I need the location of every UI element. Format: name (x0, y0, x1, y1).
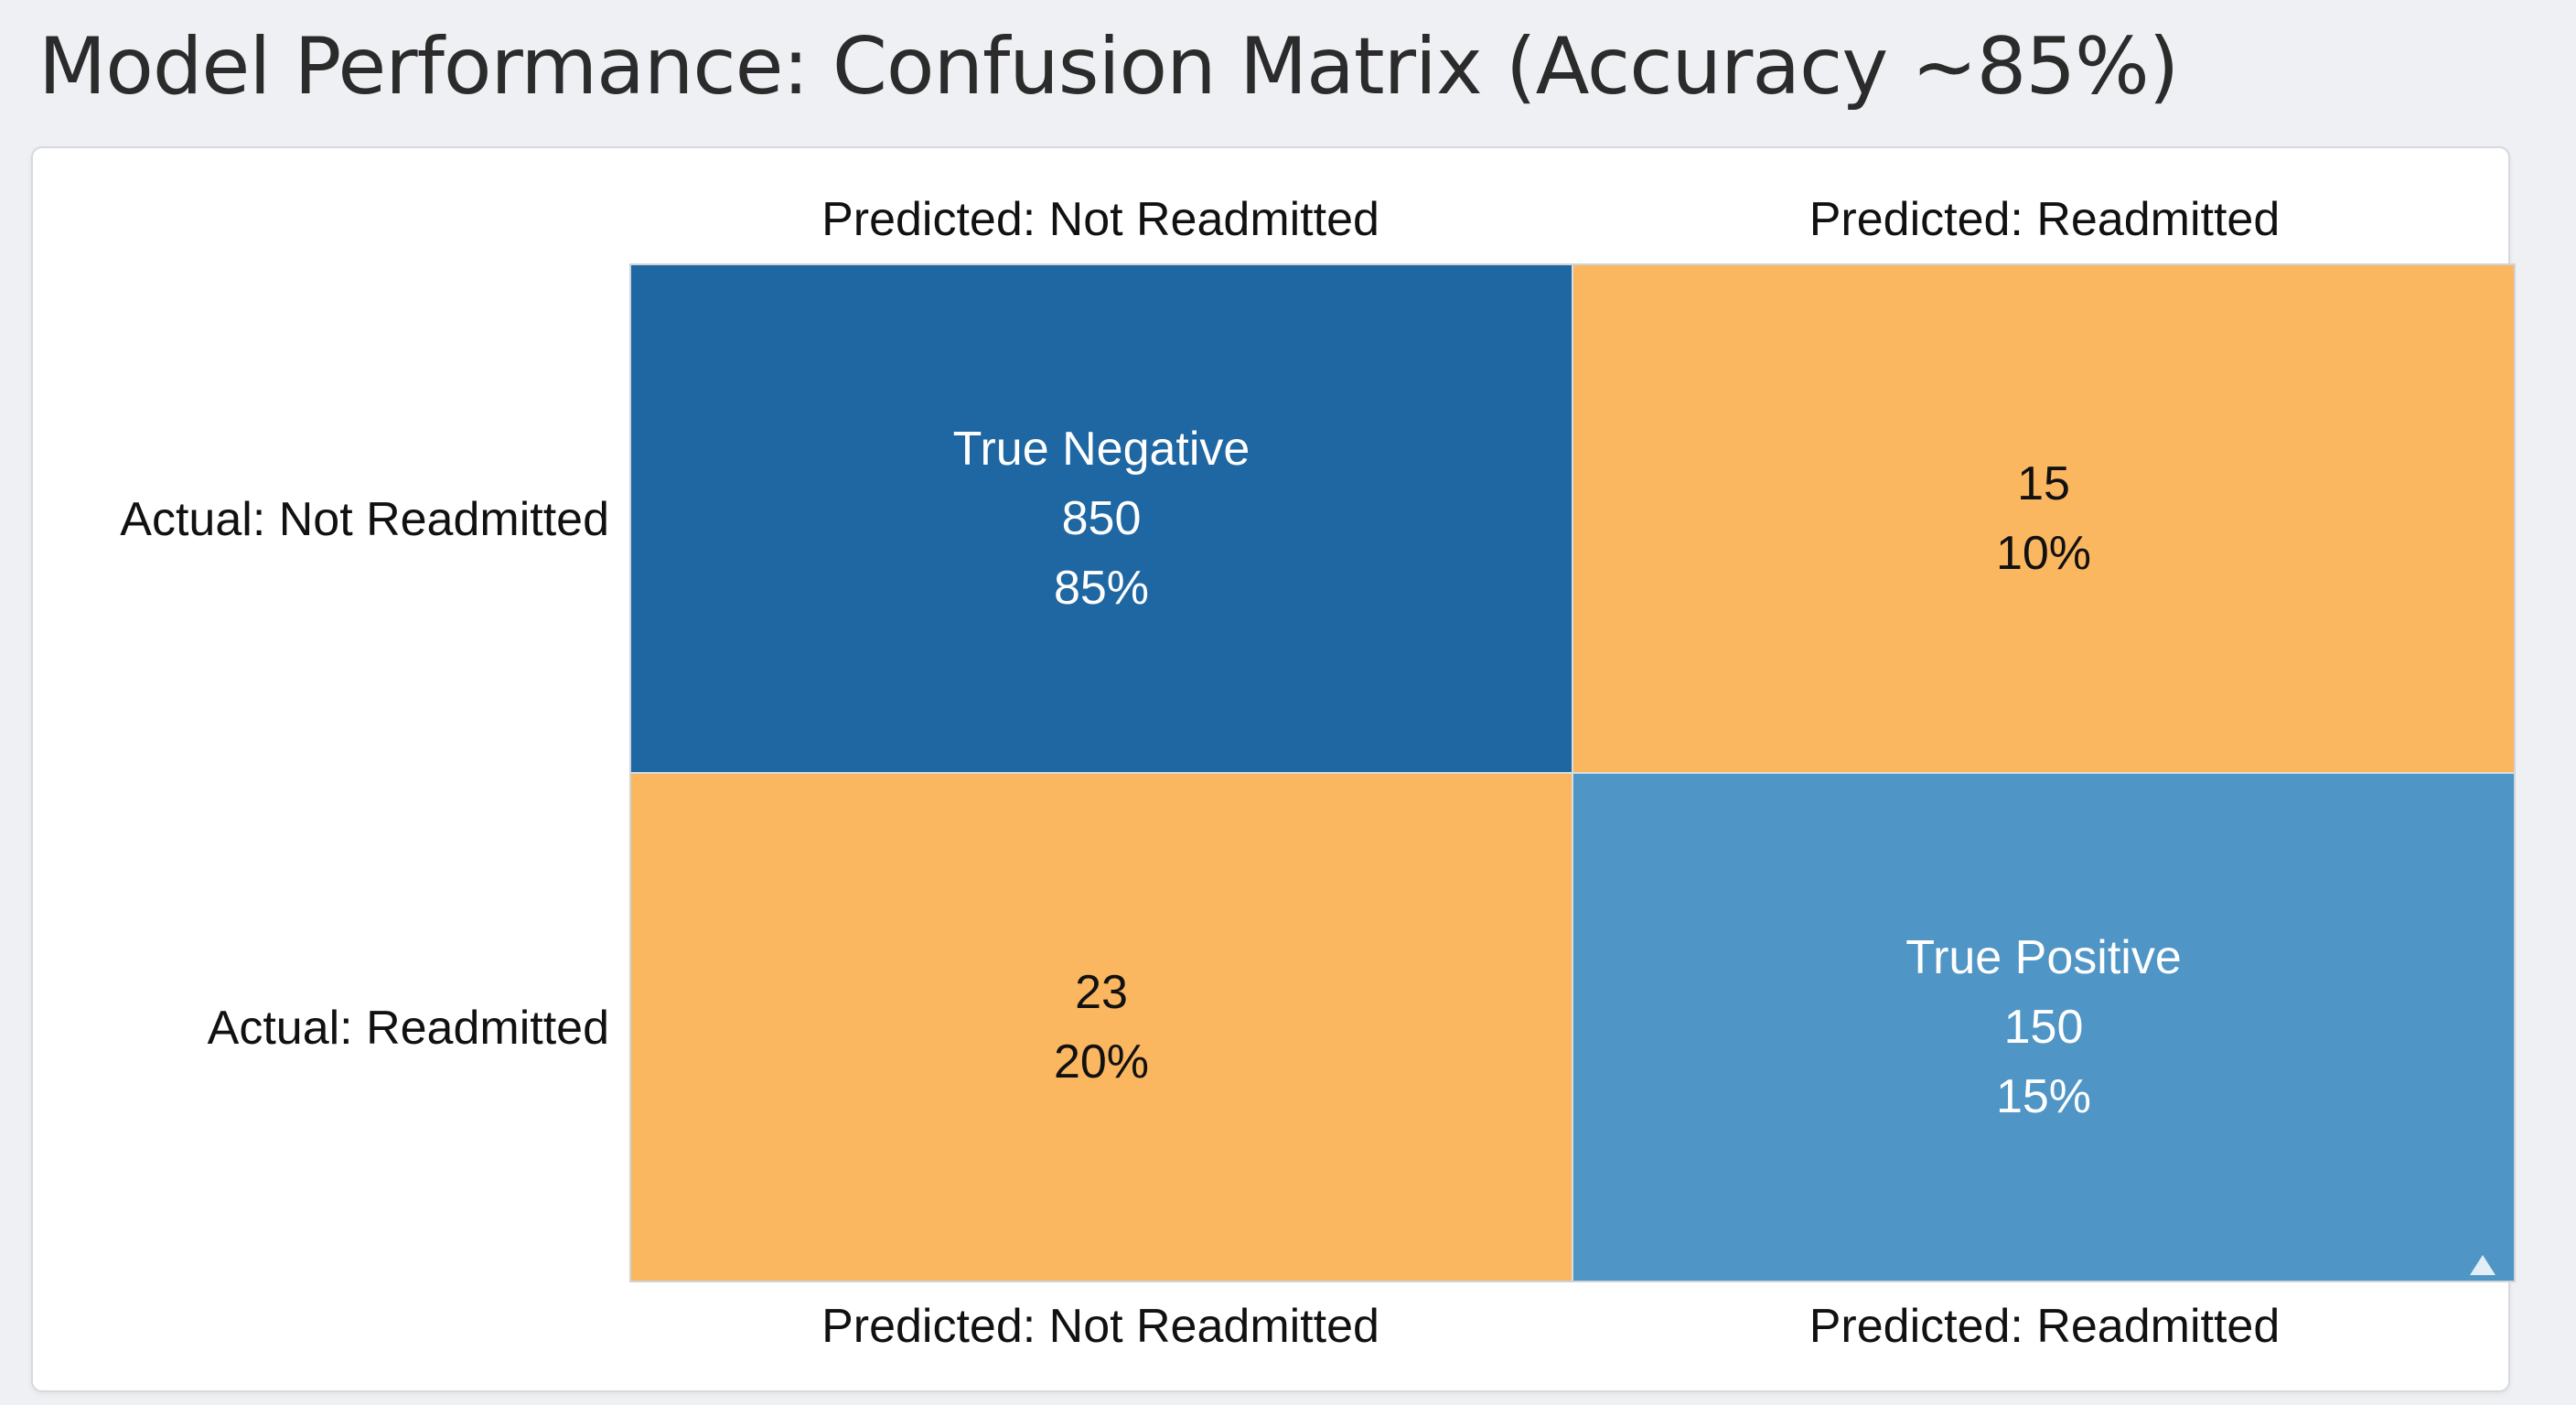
row-label-actual-readmitted: Actual: Readmitted (207, 1002, 609, 1055)
column-label-top-predicted-readmitted: Predicted: Readmitted (1809, 193, 2281, 246)
cell-label: True Negative (952, 423, 1250, 476)
cell-percent: 85% (1053, 562, 1150, 615)
corner-marker-icon (2470, 1255, 2496, 1275)
cell-label: True Positive (1905, 931, 2182, 984)
page-title: Model Performance: Confusion Matrix (Acc… (38, 21, 2179, 113)
matrix-cell-r1-c1: True Positive 150 15% (1573, 774, 2514, 1281)
column-label-bottom-predicted-readmitted: Predicted: Readmitted (1809, 1300, 2281, 1353)
cell-count: 23 (1075, 966, 1128, 1019)
matrix-cell-r0-c1: 15 10% (1573, 265, 2514, 772)
cell-count: 850 (1061, 492, 1142, 545)
confusion-matrix: True Negative 850 85% 15 10% 23 20% True Positi… (629, 263, 2516, 1282)
cell-percent: 15% (1995, 1070, 2092, 1123)
matrix-cell-r1-c0: 23 20% (631, 774, 1572, 1281)
cell-count: 150 (2003, 1001, 2084, 1054)
matrix-cell-r0-c0: True Negative 850 85% (631, 265, 1572, 772)
column-label-top-predicted-not-readmitted: Predicted: Not Readmitted (821, 193, 1379, 246)
cell-percent: 20% (1053, 1035, 1150, 1089)
cell-percent: 10% (1995, 527, 2092, 580)
column-label-bottom-predicted-not-readmitted: Predicted: Not Readmitted (821, 1300, 1379, 1353)
row-label-actual-not-readmitted: Actual: Not Readmitted (120, 493, 609, 546)
cell-count: 15 (2017, 457, 2070, 510)
